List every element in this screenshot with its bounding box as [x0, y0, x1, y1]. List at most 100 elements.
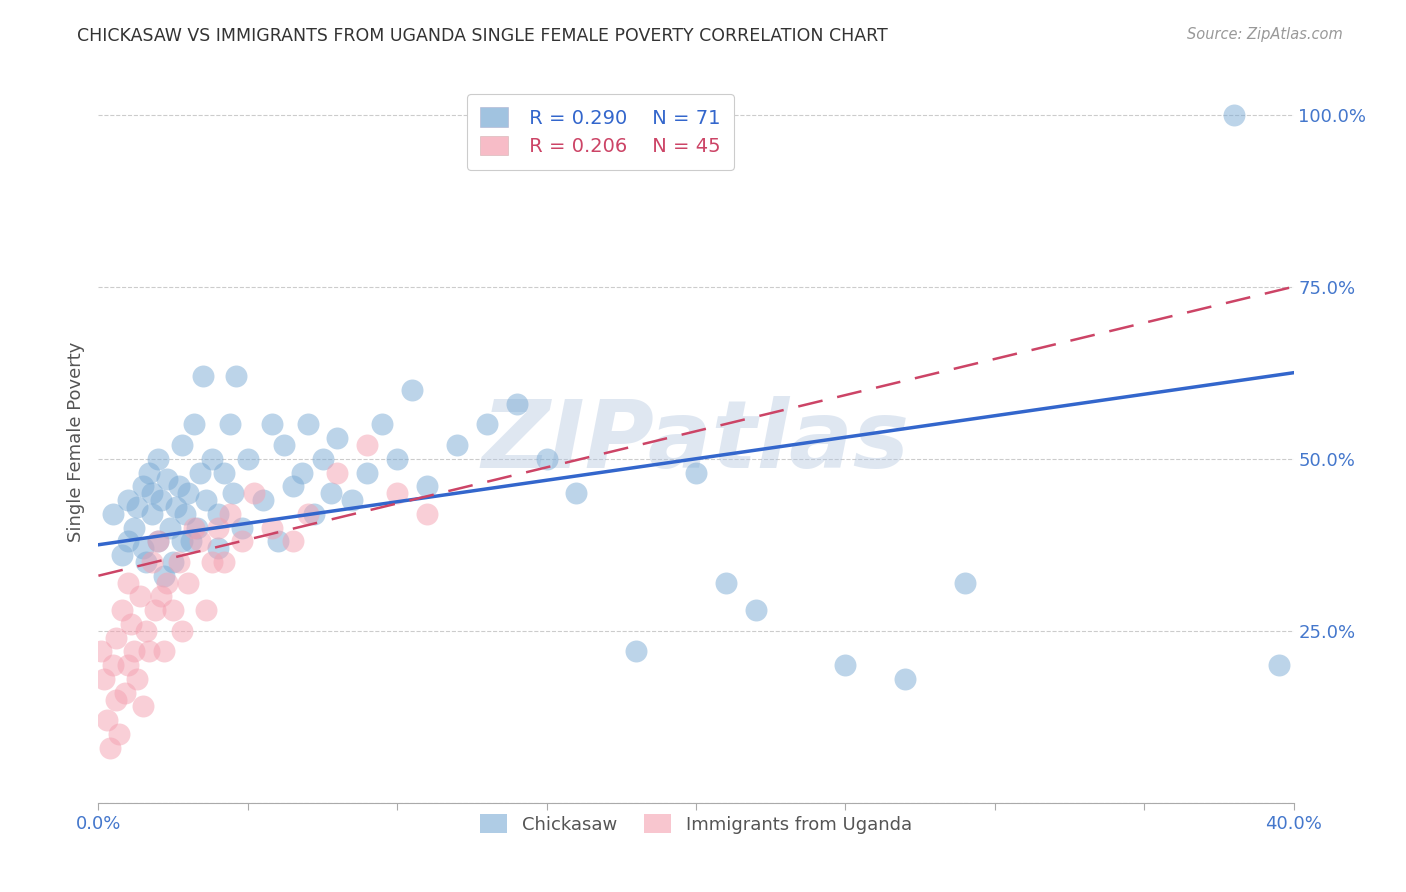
Point: [207, 520, 229, 534]
Point: [105, 631, 128, 645]
Point: [281, 479, 304, 493]
Point: [385, 451, 409, 466]
Point: [156, 472, 179, 486]
Point: [98, 740, 122, 755]
Point: [141, 486, 163, 500]
Point: [162, 555, 184, 569]
Point: [219, 417, 242, 432]
Point: [416, 479, 439, 493]
Point: [117, 493, 139, 508]
Point: [127, 672, 149, 686]
Point: [177, 486, 200, 500]
Point: [356, 438, 378, 452]
Point: [129, 590, 152, 604]
Point: [371, 417, 394, 432]
Point: [183, 417, 205, 432]
Point: [148, 451, 170, 466]
Point: [141, 555, 163, 569]
Point: [291, 466, 314, 480]
Point: [111, 603, 134, 617]
Point: [1223, 108, 1246, 122]
Point: [321, 486, 343, 500]
Point: [446, 438, 468, 452]
Y-axis label: Single Female Poverty: Single Female Poverty: [66, 342, 84, 541]
Point: [953, 575, 976, 590]
Point: [135, 624, 157, 638]
Point: [745, 603, 768, 617]
Point: [108, 727, 131, 741]
Point: [159, 520, 181, 534]
Point: [132, 479, 155, 493]
Point: [506, 397, 529, 411]
Point: [297, 417, 319, 432]
Point: [132, 699, 155, 714]
Point: [201, 555, 224, 569]
Point: [167, 479, 190, 493]
Point: [117, 575, 139, 590]
Point: [105, 692, 128, 706]
Point: [96, 713, 118, 727]
Point: [153, 568, 176, 582]
Point: [714, 575, 737, 590]
Point: [219, 507, 242, 521]
Point: [260, 520, 283, 534]
Point: [143, 603, 166, 617]
Point: [236, 451, 259, 466]
Point: [212, 555, 235, 569]
Text: CHICKASAW VS IMMIGRANTS FROM UGANDA SINGLE FEMALE POVERTY CORRELATION CHART: CHICKASAW VS IMMIGRANTS FROM UGANDA SING…: [77, 27, 889, 45]
Point: [148, 534, 170, 549]
Point: [267, 534, 290, 549]
Point: [260, 417, 283, 432]
Point: [565, 486, 588, 500]
Point: [311, 451, 333, 466]
Point: [195, 603, 218, 617]
Point: [186, 520, 208, 534]
Point: [894, 672, 917, 686]
Point: [326, 431, 349, 445]
Point: [135, 555, 157, 569]
Point: [111, 548, 134, 562]
Text: Source: ZipAtlas.com: Source: ZipAtlas.com: [1187, 27, 1343, 42]
Point: [222, 486, 245, 500]
Point: [172, 624, 194, 638]
Point: [120, 616, 142, 631]
Point: [231, 534, 253, 549]
Point: [188, 534, 211, 549]
Point: [177, 575, 200, 590]
Point: [212, 466, 235, 480]
Point: [132, 541, 155, 556]
Point: [124, 644, 146, 658]
Point: [188, 466, 211, 480]
Point: [148, 534, 170, 549]
Point: [124, 520, 146, 534]
Point: [1267, 658, 1289, 673]
Point: [416, 507, 439, 521]
Point: [191, 369, 214, 384]
Point: [626, 644, 648, 658]
Point: [117, 658, 139, 673]
Point: [207, 507, 229, 521]
Point: [685, 466, 707, 480]
Point: [138, 644, 160, 658]
Point: [114, 686, 136, 700]
Point: [231, 520, 253, 534]
Point: [356, 466, 378, 480]
Point: [150, 590, 173, 604]
Point: [281, 534, 304, 549]
Point: [225, 369, 247, 384]
Point: [127, 500, 149, 514]
Point: [117, 534, 139, 549]
Point: [273, 438, 295, 452]
Point: [103, 658, 125, 673]
Point: [475, 417, 498, 432]
Point: [90, 644, 112, 658]
Point: [385, 486, 409, 500]
Point: [150, 493, 173, 508]
Point: [167, 555, 190, 569]
Point: [165, 500, 187, 514]
Point: [153, 644, 176, 658]
Point: [342, 493, 364, 508]
Point: [141, 507, 163, 521]
Point: [103, 507, 125, 521]
Point: [156, 575, 179, 590]
